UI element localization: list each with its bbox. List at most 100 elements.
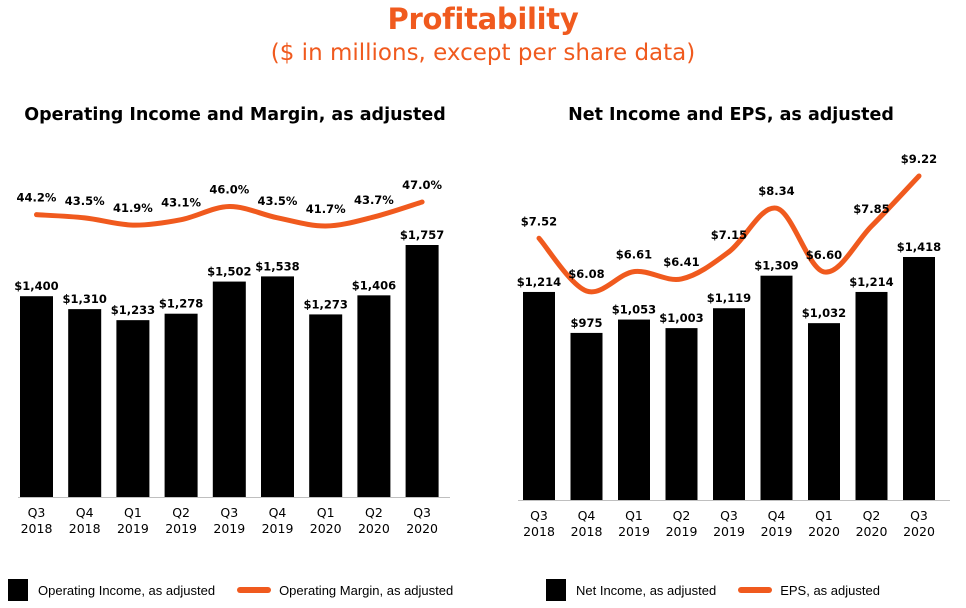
bar-value-label: $1,400 [14,279,58,293]
line-value-label: 41.7% [306,202,346,216]
bar [357,295,391,497]
bar-value-label: $1,310 [63,292,107,306]
x-tick-label: 2019 [213,521,245,536]
bar [570,332,603,500]
bar [618,319,650,500]
bar [713,308,745,500]
x-tick-label: Q3 [220,505,238,520]
line-value-label: 41.9% [113,201,153,215]
left-chart-title: Operating Income and Margin, as adjusted [24,105,446,125]
left-legend: Operating Income, as adjusted Operating … [8,578,453,602]
x-tick-label: Q1 [625,508,643,523]
line-value-label: 43.5% [258,194,298,208]
x-tick-label: Q2 [172,505,190,520]
bar-value-label: $1,214 [849,275,893,289]
x-tick-label: Q2 [365,505,383,520]
legend-line-label: Operating Margin, as adjusted [279,582,454,598]
bar-value-label: $1,757 [400,228,444,242]
bar-value-label: $1,309 [754,259,798,273]
bar [261,276,294,497]
line-value-label: $7.52 [521,214,557,228]
bar [855,291,888,500]
bar-value-label: $1,278 [159,297,203,311]
bar-value-label: $1,538 [255,259,299,273]
line-value-label: 44.2% [17,191,57,205]
bar [116,320,150,497]
page-subtitle: ($ in millions, except per share data) [270,40,696,66]
line-value-label: $6.60 [806,248,842,262]
line-value-label: $9.22 [901,152,937,166]
operating-income-chart: $1,400Q32018$1,310Q42018$1,233Q12019$1,2… [14,178,450,536]
line-value-label: 43.7% [354,193,394,207]
right-legend: Net Income, as adjusted EPS, as adjusted [546,578,880,602]
x-tick-label: Q3 [720,508,738,523]
bar-value-label: $1,502 [207,265,251,279]
x-tick-label: Q1 [124,505,142,520]
line-value-label: $8.34 [758,184,794,198]
x-tick-label: Q3 [910,508,928,523]
line-value-label: $6.41 [663,255,699,269]
x-tick-label: 2018 [523,524,555,539]
bar [405,245,439,497]
x-tick-label: Q2 [673,508,691,523]
bar-value-label: $1,032 [802,306,846,320]
legend-line-label: EPS, as adjusted [780,582,880,598]
line-value-label: $7.85 [853,202,889,216]
x-tick-label: 2019 [761,524,793,539]
legend-line-swatch [237,587,272,593]
x-tick-label: 2020 [406,521,438,536]
bar [68,309,102,497]
legend-bar-label: Operating Income, as adjusted [38,582,216,598]
x-tick-label: 2020 [310,521,342,536]
legend-bar-swatch [8,579,28,601]
right-chart-title: Net Income and EPS, as adjusted [568,105,894,125]
line-value-label: 47.0% [402,178,442,192]
x-tick-label: 2019 [117,521,149,536]
bar [760,275,793,500]
x-tick-label: Q4 [768,508,786,523]
x-tick-label: Q3 [28,505,46,520]
x-tick-label: Q4 [76,505,94,520]
bar [309,314,343,497]
bar-value-label: $1,053 [612,303,656,317]
bar [808,323,840,500]
x-tick-label: 2018 [69,521,101,536]
page-title: Profitability [387,2,579,36]
bar-value-label: $975 [570,316,602,330]
bar [903,257,935,500]
x-tick-label: Q3 [530,508,548,523]
x-tick-label: 2020 [358,521,390,536]
line-value-label: 43.1% [161,196,201,210]
bar-value-label: $1,418 [897,240,941,254]
legend-line-swatch [738,587,773,593]
line-value-label: 46.0% [209,183,249,197]
x-tick-label: 2020 [808,524,840,539]
x-tick-label: 2019 [713,524,745,539]
bar-value-label: $1,406 [352,278,396,292]
line-series [34,199,425,229]
x-tick-label: 2019 [262,521,294,536]
bar [523,291,555,500]
x-tick-label: Q4 [269,505,287,520]
line-value-label: 43.5% [65,194,105,208]
line-value-label: $7.15 [711,228,747,242]
bar-value-label: $1,233 [111,303,155,317]
x-tick-label: 2019 [165,521,197,536]
legend-bar-swatch [546,579,566,601]
x-tick-label: Q2 [863,508,881,523]
legend-bar-label: Net Income, as adjusted [576,582,717,598]
x-tick-label: 2018 [571,524,603,539]
net-income-chart: $1,214Q32018$975Q42018$1,053Q12019$1,003… [517,152,950,539]
x-tick-label: Q1 [317,505,335,520]
x-tick-label: 2020 [856,524,888,539]
bar [665,328,698,500]
x-tick-label: Q3 [413,505,431,520]
bar-value-label: $1,003 [659,311,703,325]
x-tick-label: 2019 [618,524,650,539]
line-value-label: $6.61 [616,248,652,262]
line-value-label: $6.08 [568,267,604,281]
bar [212,281,246,497]
x-tick-label: Q4 [578,508,596,523]
bar-value-label: $1,119 [707,291,751,305]
